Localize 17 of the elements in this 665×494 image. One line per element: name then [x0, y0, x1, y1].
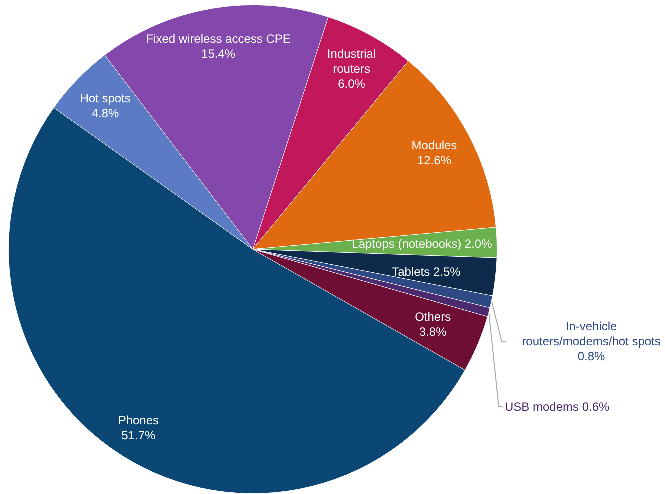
data-label: 6.0% — [338, 76, 366, 91]
slice-label: Hot spots — [80, 92, 131, 106]
data-label: 3.8% — [419, 325, 448, 340]
slice-label: Tablets 2.5% — [392, 265, 462, 280]
slice-label: In-vehicle routers/modems/hot spots — [522, 319, 661, 348]
data-label: 4.8% — [92, 106, 120, 121]
slice-label: Industrial routers — [327, 46, 376, 76]
data-label: 15.4% — [202, 47, 236, 62]
data-label: 12.6% — [417, 154, 452, 168]
slice-label: USB modems 0.6% — [504, 400, 610, 414]
data-label: 51.7% — [122, 428, 156, 442]
slice-label: Modules — [412, 138, 458, 153]
slice-label: Phones — [118, 413, 160, 428]
slice-label: Laptops (notebooks) 2.0% — [352, 237, 493, 252]
data-label: 0.8% — [578, 349, 606, 364]
slice-label: Fixed wireless access CPE — [146, 32, 291, 46]
slice-label: Others — [415, 310, 452, 324]
